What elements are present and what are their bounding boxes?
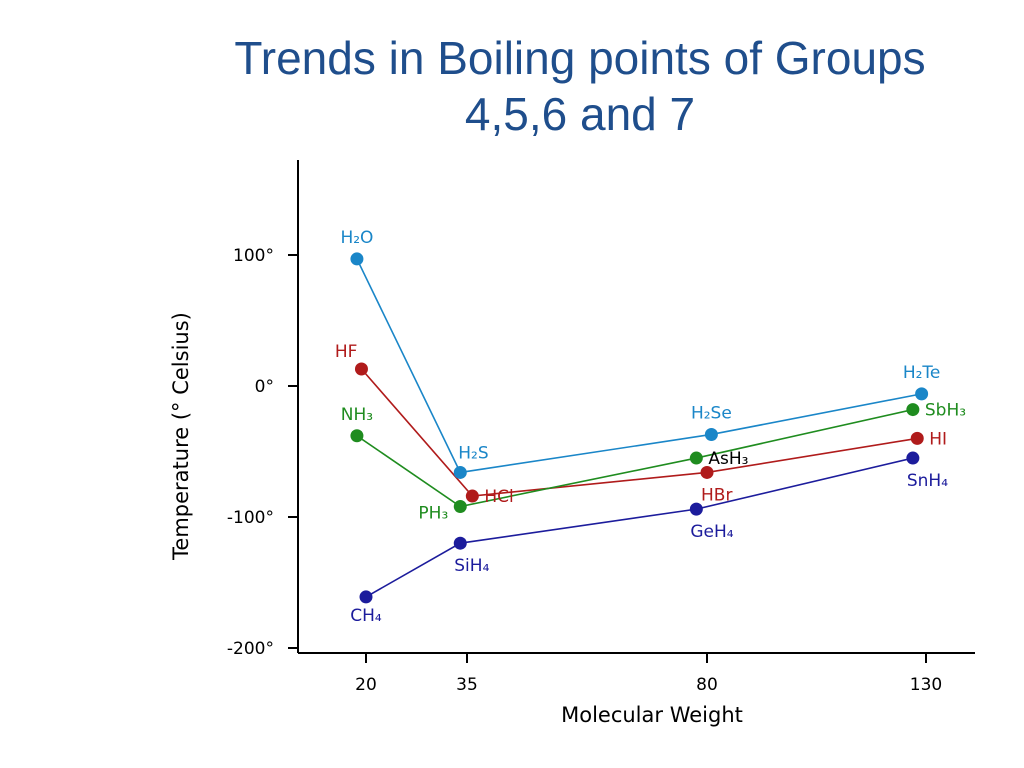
point-label: SiH₄ <box>454 556 489 576</box>
point-label: CH₄ <box>350 606 382 626</box>
chart-point-labels: H₂O H₂S H₂Se H₂Te HF HCl HBr HI NH₃ PH₃ AsH₃ SbH₃ CH… <box>335 228 966 626</box>
y-tick-label: 100° <box>233 246 274 266</box>
series-line-group-4 <box>365 457 914 598</box>
point-label: H₂O <box>340 228 373 248</box>
data-point <box>350 252 364 266</box>
chart-series-lines <box>356 258 922 598</box>
series-line-group-5 <box>356 408 914 508</box>
point-label: NH₃ <box>341 405 373 425</box>
point-label: AsH₃ <box>708 449 748 469</box>
data-point <box>453 465 467 479</box>
data-point <box>453 536 467 550</box>
point-label: HCl <box>484 487 513 507</box>
y-tick-label: 0° <box>255 377 274 397</box>
x-axis-title: Molecular Weight <box>561 703 743 727</box>
y-tick-label: -200° <box>227 639 274 659</box>
data-point <box>350 429 364 443</box>
data-point <box>359 590 373 604</box>
data-point <box>453 500 467 514</box>
point-label: HF <box>335 342 358 362</box>
x-tick-label: 20 <box>355 675 377 695</box>
point-label: PH₃ <box>418 504 448 524</box>
data-point <box>704 427 718 441</box>
chart-points <box>350 252 929 604</box>
point-label: HI <box>929 429 947 449</box>
chart-axes: 100° 0° -100° -200° 20 35 80 130 <box>227 160 975 695</box>
y-axis-title: Temperature (° Celsius) <box>169 312 193 561</box>
data-point <box>689 451 703 465</box>
x-tick-label: 80 <box>696 675 718 695</box>
x-tick-label: 130 <box>910 675 942 695</box>
point-label: HBr <box>701 485 732 505</box>
data-point <box>465 489 479 503</box>
series-line-group-7 <box>360 368 918 497</box>
data-point <box>700 465 714 479</box>
data-point <box>906 403 920 417</box>
point-label: SbH₃ <box>925 401 966 421</box>
x-tick-label: 35 <box>456 675 478 695</box>
point-label: H₂S <box>458 443 488 463</box>
point-label: H₂Se <box>691 403 732 423</box>
point-label: H₂Te <box>903 363 941 383</box>
slide-title-line-2: 4,5,6 and 7 <box>464 88 696 140</box>
point-label: GeH₄ <box>690 522 733 542</box>
data-point <box>906 451 920 465</box>
data-point <box>689 502 703 516</box>
slide-title: Trends in Boiling points of Groups 4,5,6… <box>150 30 1010 142</box>
data-point <box>915 387 929 401</box>
data-point <box>354 362 368 376</box>
data-point <box>910 431 924 445</box>
slide-title-line-1: Trends in Boiling points of Groups <box>234 32 926 84</box>
y-tick-label: -100° <box>227 508 274 528</box>
point-label: SnH₄ <box>907 471 948 491</box>
series-line-group-6 <box>356 258 922 474</box>
